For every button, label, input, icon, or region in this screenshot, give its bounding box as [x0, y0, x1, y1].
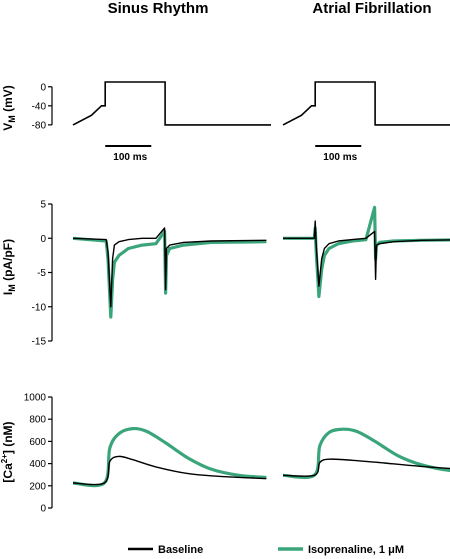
current-tick-label-10: -10: [32, 302, 47, 313]
current-axis-label: IM (pA/pF): [1, 239, 17, 295]
calcium-tick-label-800: 800: [29, 415, 46, 426]
calcium-trace-baseline-atrial-fibrillation: [282, 458, 450, 477]
membrane-current-panel: 5 0 -5 -10 -15: [32, 200, 450, 348]
voltage-tick-label-80: -80: [32, 120, 47, 131]
current-tick-label-0: 0: [40, 234, 46, 245]
current-trace-isoprenaline-atrial-fibrillation: [283, 205, 450, 299]
column-title-sinus-rhythm: Sinus Rhythm: [108, 0, 209, 17]
voltage-tick-label-40: -40: [32, 101, 47, 112]
scale-bar-label-sinus-rhythm: 100 ms: [113, 152, 147, 163]
legend: Baseline Isoprenaline, 1 μM: [128, 544, 404, 556]
calcium-axis-label: [Ca2+] (nM): [0, 421, 15, 482]
calcium-transient-panel: 1000 800 600 400 200 0: [24, 393, 450, 515]
calcium-tick-label-600: 600: [29, 437, 46, 448]
current-tick-label-5: 5: [40, 200, 46, 211]
calcium-tick-label-1000: 1000: [24, 393, 47, 404]
legend-label-baseline: Baseline: [158, 544, 203, 556]
voltage-axis-label: VM (mV): [1, 85, 17, 131]
column-title-atrial-fibrillation: Atrial Fibrillation: [312, 0, 431, 17]
scale-bar-label-atrial-fibrillation: 100 ms: [323, 152, 357, 163]
voltage-tick-label-0: 0: [40, 82, 46, 93]
calcium-tick-label-0: 0: [40, 504, 46, 515]
legend-label-isoprenaline: Isoprenaline, 1 μM: [308, 544, 404, 556]
voltage-protocol-trace-atrial-fibrillation: [282, 81, 450, 126]
current-trace-baseline-atrial-fibrillation: [283, 220, 450, 287]
calcium-trace-baseline-sinus-rhythm: [72, 455, 267, 486]
current-trace-baseline-sinus-rhythm: [72, 227, 267, 308]
current-trace-isoprenaline-sinus-rhythm: [72, 229, 267, 319]
voltage-protocol-panel: 0 -40 -80 100 ms 100 ms: [32, 81, 450, 163]
calcium-trace-isoprenaline-atrial-fibrillation: [282, 427, 450, 480]
voltage-protocol-trace-sinus-rhythm: [72, 81, 271, 126]
calcium-tick-label-400: 400: [29, 459, 46, 470]
current-tick-label-5: -5: [37, 268, 46, 279]
current-tick-label-15: -15: [32, 337, 47, 348]
calcium-trace-isoprenaline-sinus-rhythm: [72, 426, 267, 488]
calcium-tick-label-200: 200: [29, 481, 46, 492]
